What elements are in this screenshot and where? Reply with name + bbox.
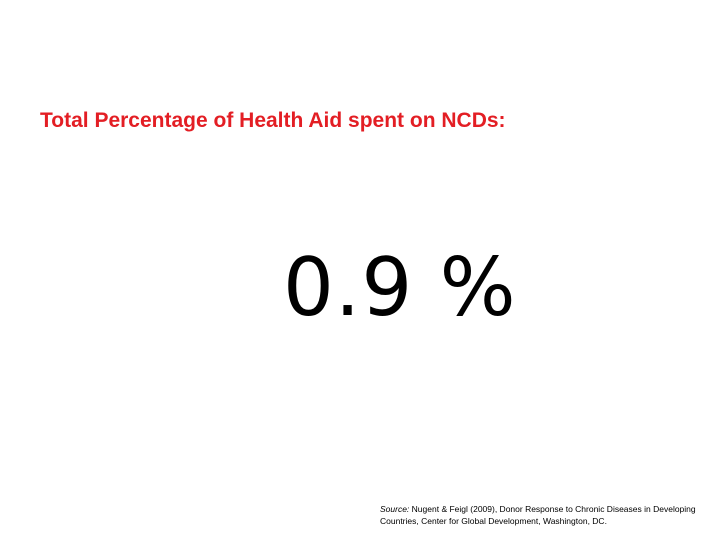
source-text: Nugent & Feigl (2009), Donor Response to… [380, 504, 696, 526]
percentage-value: 0.9 % [283, 241, 517, 334]
source-label: Source: [380, 504, 410, 514]
slide-title: Total Percentage of Health Aid spent on … [40, 109, 506, 132]
source-citation: Source: Nugent & Feigl (2009), Donor Res… [380, 503, 710, 527]
